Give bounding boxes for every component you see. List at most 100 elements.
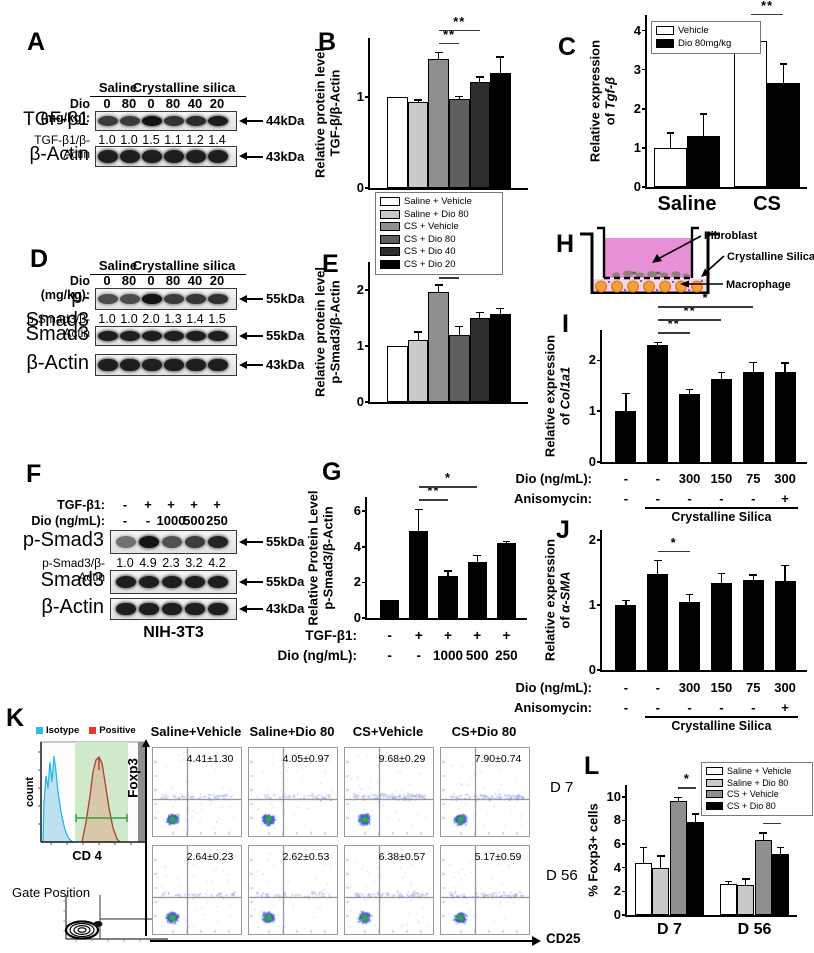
x-row-value: 150 (710, 680, 733, 695)
treatment-value: - (145, 513, 151, 528)
error-cap (759, 832, 767, 834)
group-bracket (645, 507, 798, 509)
hist-right-strip (138, 742, 145, 842)
quadrant-percentage: 5.17±0.59 (474, 851, 522, 863)
y-tick-label: 1 (588, 596, 596, 612)
bar (407, 340, 429, 402)
legend-item: Saline + Dio 80 (706, 778, 808, 788)
x-row-value: 250 (495, 648, 518, 663)
y-axis-label-line1: Relative protein level (312, 266, 328, 398)
y-axis-label-line1: % Foxp3+ cells (585, 803, 601, 897)
error-cap (622, 392, 630, 395)
y-tick-label: 0 (356, 180, 364, 195)
y-tick (642, 29, 647, 32)
error-cap (414, 331, 422, 333)
y-tick (362, 510, 367, 512)
significance-stars: ** (453, 13, 466, 29)
panel-G-chart: 0 2 4 6 Relative Protein Level p-Smad3/β-Acti… (278, 470, 527, 663)
y-tick-label: 2 (633, 100, 641, 116)
bar (742, 371, 764, 462)
arrowhead-icon (239, 360, 247, 369)
x-row-value: 300 (774, 680, 796, 695)
error-bar (688, 594, 691, 603)
treatment-value: - (122, 497, 128, 512)
x-row-value: - (655, 491, 660, 506)
y-tick (365, 345, 370, 347)
positive-swatch (89, 727, 97, 734)
significance-stars: * (444, 470, 452, 486)
flow-scatter-plot (152, 747, 242, 837)
band-label: Smad3 (40, 569, 104, 591)
y-axis-label-line1: Relative protein level (312, 47, 328, 179)
hist-ticks (38, 751, 132, 845)
treatment-value: 80 (121, 96, 137, 111)
y-tick-label: 4 (353, 538, 361, 554)
ratio-value: 1.3 (164, 312, 182, 326)
error-cap (781, 564, 789, 566)
error-bar (762, 832, 764, 840)
y-tick-label: 6 (353, 503, 361, 519)
protein-band (162, 536, 182, 548)
treatment-label: Dio (ng/mL): (31, 514, 105, 528)
y-tick (622, 890, 627, 893)
error-bar (752, 574, 754, 581)
bar (428, 58, 449, 188)
error-cap (455, 325, 464, 328)
x-row-value: - (623, 680, 629, 695)
chart-legend: Vehicle Dio 80mg/kg (651, 21, 761, 54)
x-row-value: - (751, 491, 756, 506)
protein-band (208, 331, 228, 341)
flow-yaxis-arrowhead-icon (141, 739, 150, 747)
x-row-value: - (387, 628, 392, 643)
gate-position-label: Gate Position (12, 885, 91, 900)
blot-band-box (110, 530, 237, 554)
error-cap (622, 599, 630, 602)
positive-label: Positive (99, 725, 136, 736)
y-tick (597, 669, 602, 671)
panel-label-C: C (558, 33, 577, 61)
significance-stars: ** (760, 0, 774, 13)
significance-stars: * (702, 290, 709, 306)
bar (669, 800, 687, 915)
arrow-line (247, 298, 263, 300)
error-cap (685, 593, 694, 596)
y-tick-label: 2 (588, 352, 596, 368)
flow-scatter-plot (344, 747, 434, 837)
panel-J-chart: 0 1 2 Relative experssion of α-SMA * Dio (ng/m… (514, 530, 807, 733)
y-tick (622, 866, 627, 869)
bar (771, 854, 790, 915)
bar (469, 81, 491, 188)
error-bar (479, 77, 481, 82)
error-bar (677, 797, 679, 801)
x-row-label: Dio (ng/mL): (515, 680, 592, 695)
legend-label: Dio 80mg/kg (678, 37, 732, 49)
error-bar (417, 332, 419, 341)
protein-band (98, 331, 118, 341)
ratio-value: 1.1 (164, 133, 182, 147)
y-tick (642, 68, 647, 71)
significance-stars: ** (427, 483, 440, 499)
panel-label-I: I (562, 310, 569, 338)
cd4-histogram: count CD 4 (24, 741, 146, 863)
ratio-value: 1.0 (98, 133, 116, 147)
ratio-value: 3.2 (185, 556, 203, 570)
treatment-value: 20 (209, 96, 225, 111)
chart-legend: Saline + Vehicle Saline + Dio 80 CS + Vehi… (375, 192, 503, 275)
error-cap (781, 362, 789, 364)
ratio-value: 1.4 (186, 312, 204, 326)
error-bar (458, 326, 460, 335)
y-tick-label: 3 (633, 61, 641, 77)
bar (687, 136, 720, 187)
x-row-value: 300 (678, 680, 701, 695)
x-row-value: - (387, 648, 392, 663)
y-axis-label: Relative expression of Tgf-β (588, 0, 619, 227)
kda-label: 44kDa (266, 113, 305, 128)
x-group-label: Saline (657, 193, 717, 215)
transwell-insert (597, 226, 699, 278)
error-cap (473, 555, 481, 557)
significance-stars: * (670, 534, 677, 550)
band-label: p-Smad3 (22, 529, 104, 551)
legend-swatch (380, 222, 400, 231)
treatment-value: - (122, 513, 128, 528)
protein-band (139, 602, 159, 616)
